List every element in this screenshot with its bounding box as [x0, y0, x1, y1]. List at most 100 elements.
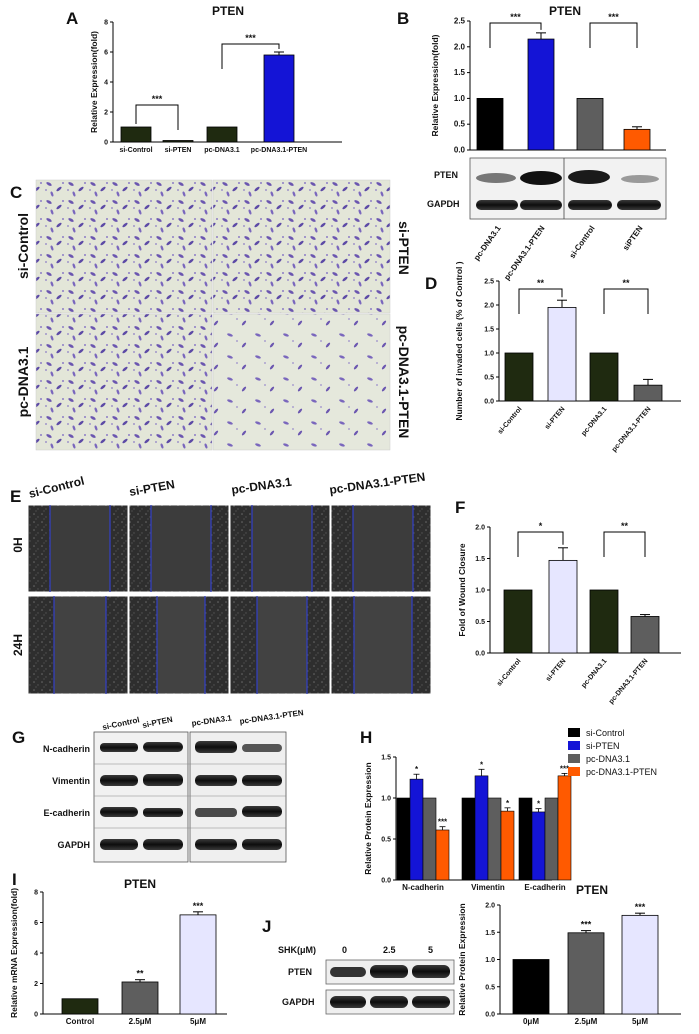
blot-g-col-label: si-PTEN	[142, 715, 174, 730]
y-tick-label-I: 2	[34, 981, 38, 988]
y-tick-label-B: 0.5	[454, 120, 466, 129]
chart-title-A: PTEN	[212, 4, 244, 18]
blot-g-row-label: E-cadherin	[43, 808, 90, 818]
blot-b-lane-label: pc-DNA3.1-PTEN	[502, 224, 546, 282]
category-label-J: 0μM	[523, 1017, 539, 1026]
y-tick-label-F: 1.0	[475, 588, 485, 595]
legend-label-H: si-PTEN	[586, 741, 620, 751]
bar-H	[531, 811, 546, 881]
blot-b-lane-label: si-Control	[568, 224, 597, 260]
y-tick-label-D: 1.0	[484, 351, 494, 358]
category-label-A: si-Control	[119, 147, 152, 154]
y-tick-label-B: 0.0	[454, 146, 466, 155]
category-label-F: pc-DNA3.1	[580, 658, 608, 690]
bar-J	[621, 914, 659, 1015]
y-tick-label-D: 0.5	[484, 375, 494, 382]
significance-bracket-D	[518, 288, 563, 314]
blot-g-col-label: pc-DNA3.1	[191, 713, 233, 728]
y-tick-label-B: 1.0	[454, 94, 466, 103]
legend-label-H: pc-DNA3.1	[586, 754, 630, 764]
panel-label-g: G	[12, 728, 25, 747]
y-axis-title-B: Relative Expression(fold)	[430, 34, 440, 136]
significance-bracket-F	[517, 531, 564, 557]
blot-j-row-label: GAPDH	[282, 997, 315, 1007]
bar-F	[589, 589, 619, 654]
blot-j-dose: 2.5	[383, 945, 396, 955]
panel-label-h: H	[360, 728, 372, 747]
western-blot-g: si-Control si-PTEN pc-DNA3.1 pc-DNA3.1-P…	[43, 708, 304, 863]
blot-b-lane-label: pc-DNA3.1	[472, 224, 503, 263]
micrograph-row-label: pc-DNA3.1	[15, 346, 31, 417]
category-label-A: pc-DNA3.1-PTEN	[251, 147, 307, 154]
y-tick-label-I: 8	[34, 890, 38, 897]
category-label-A: pc-DNA3.1	[204, 147, 240, 154]
significance-label-H: ***	[560, 764, 570, 773]
significance-label-D: **	[537, 278, 545, 288]
y-tick-label-J: 1.0	[485, 957, 495, 964]
y-axis-title-J: Relative Protein Expression	[457, 903, 467, 1015]
significance-label-A: ***	[245, 33, 256, 43]
bar-A	[263, 54, 295, 143]
bar-H	[435, 829, 450, 881]
bar-H	[396, 797, 411, 881]
significance-label-B: ***	[510, 12, 521, 22]
y-tick-label-B: 2.0	[454, 42, 466, 51]
significance-label-B: ***	[608, 12, 619, 22]
y-tick-label-F: 1.5	[475, 556, 485, 563]
category-label-A: si-PTEN	[165, 147, 192, 154]
bar-F	[503, 589, 533, 654]
significance-label-J: ***	[635, 902, 646, 912]
bar-H	[487, 797, 502, 881]
wound-gap	[50, 506, 110, 591]
blot-g-row-label: Vimentin	[52, 776, 90, 786]
bar-H	[461, 797, 476, 881]
category-label-F: si-Control	[496, 658, 523, 688]
bar-H	[474, 775, 489, 881]
y-tick-label-A: 0	[104, 140, 108, 147]
y-axis-title-A: Relative Expression(fold)	[89, 31, 99, 133]
blot-j-dose: 5	[428, 945, 433, 955]
wound-col-label: pc-DNA3.1-PTEN	[328, 470, 426, 497]
bar-B	[623, 128, 651, 151]
y-tick-label-H: 0.5	[381, 837, 391, 844]
significance-bracket-D	[603, 288, 649, 314]
bar-A	[120, 126, 152, 143]
significance-label-H: *	[480, 760, 484, 769]
significance-bracket-A	[221, 43, 280, 69]
bar-I	[121, 981, 159, 1015]
y-tick-label-D: 1.5	[484, 327, 494, 334]
significance-bracket-B	[489, 22, 542, 48]
blot-j-dose: 0	[342, 945, 347, 955]
wound-gap	[353, 506, 413, 591]
bar-D	[504, 352, 534, 402]
panel-label-a: A	[66, 9, 78, 28]
wound-gap	[157, 597, 205, 693]
bar-H	[544, 797, 559, 881]
micrograph-row-label: si-PTEN	[396, 221, 412, 275]
y-axis-title-I: Relative mRNA Expression(fold)	[9, 888, 19, 1018]
bar-B	[527, 38, 555, 151]
panel-label-e: E	[10, 487, 21, 506]
category-label-F: pc-DNA3.1-PTEN	[608, 658, 650, 706]
significance-label-F: **	[621, 521, 629, 531]
bar-H	[422, 797, 437, 881]
bar-D	[633, 384, 663, 402]
y-axis-title-F: Fold of Wound Closure	[457, 543, 467, 637]
bar-F	[548, 559, 578, 654]
significance-label-J: ***	[581, 920, 592, 930]
panel-label-j: J	[262, 917, 271, 936]
y-tick-label-B: 1.5	[454, 68, 466, 77]
panel-label-f: F	[455, 498, 465, 517]
bar-I	[179, 914, 217, 1015]
y-tick-label-H: 1.0	[381, 796, 391, 803]
bar-B	[476, 98, 504, 151]
significance-label-H: *	[415, 765, 419, 774]
legend-swatch-H	[568, 767, 580, 776]
blot-g-row-label: GAPDH	[57, 840, 90, 850]
y-tick-label-F: 2.0	[475, 525, 485, 532]
bar-J	[512, 959, 550, 1015]
significance-bracket-B	[589, 22, 638, 48]
category-label-H: N-cadherin	[402, 883, 444, 892]
bar-A	[206, 126, 238, 143]
significance-label-D: **	[622, 278, 630, 288]
